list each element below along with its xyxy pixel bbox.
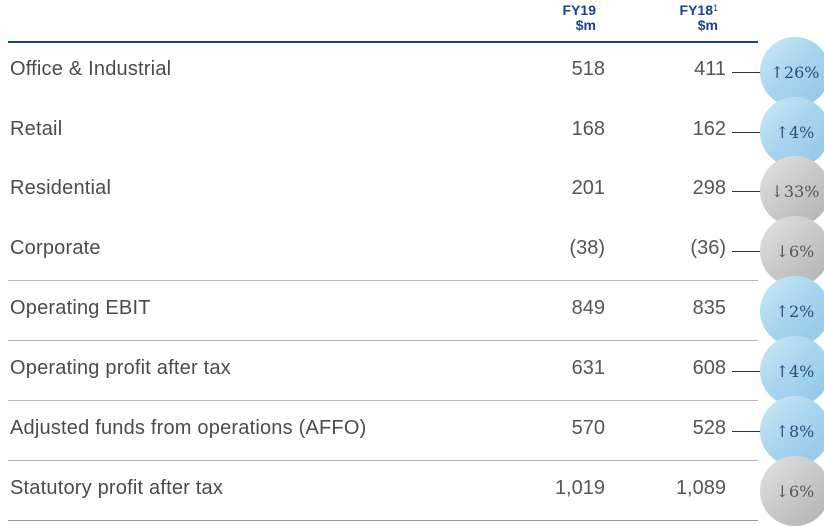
table-row: Office & Industrial 518 411 [8,42,768,102]
table-row: Adjusted funds from operations (AFFO) 570… [8,401,768,461]
connector-line [732,431,768,432]
fy19-value: 1,019 [554,477,605,499]
column-header-fy19: FY19 $m [540,3,596,33]
connector-line [732,132,768,133]
fy19-value: 570 [571,417,605,439]
fy18-value: 835 [692,297,726,319]
connector-line [732,191,768,192]
change-badge: ↑2% [760,276,824,346]
table-row: Operating profit after tax 631 608 [8,341,768,401]
fy19-value: 631 [571,357,605,379]
table-row: Retail 168 162 [8,102,768,162]
row-label: Corporate [10,237,101,259]
fy18-value: (36) [690,237,726,259]
footnote-marker: 1 [712,3,718,13]
column-header-fy18: FY181 $m [656,3,718,33]
fy18-value: 608 [692,357,726,379]
row-divider [8,280,758,281]
table-bottom-rule [8,520,758,521]
connector-line [732,251,768,252]
header-rule [8,41,758,43]
column-header-fy19-unit: $m [575,17,596,33]
change-badge: ↑26% [760,37,824,107]
column-header-fy18-year: FY18 [679,2,713,18]
row-divider [8,460,758,461]
fy18-value: 298 [692,177,726,199]
change-badge: ↓6% [760,456,824,526]
column-header-fy18-unit: $m [697,17,718,33]
table-row: Residential 201 298 [8,161,768,221]
row-label: Retail [10,118,63,140]
row-label: Statutory profit after tax [10,477,224,499]
fy18-value: 1,089 [675,477,726,499]
connector-line [732,72,768,73]
change-badge: ↓33% [760,156,824,226]
fy18-value: 528 [692,417,726,439]
change-badge: ↓6% [760,216,824,286]
column-header-fy19-year: FY19 [562,2,596,18]
row-label: Adjusted funds from operations (AFFO) [10,417,367,439]
connector-line [732,371,768,372]
row-divider [8,400,758,401]
fy19-value: 849 [571,297,605,319]
fy18-value: 162 [692,118,726,140]
fy19-value: 168 [571,118,605,140]
change-badge: ↑8% [760,396,824,466]
table-row: Corporate (38) (36) [8,221,768,281]
fy18-value: 411 [694,58,726,80]
row-label: Residential [10,177,112,199]
row-label: Office & Industrial [10,58,172,80]
change-badge: ↑4% [760,336,824,406]
fy19-value: 201 [571,177,605,199]
row-divider [8,340,758,341]
table-row: Operating EBIT 849 835 [8,281,758,341]
row-label: Operating EBIT [10,297,151,319]
row-label: Operating profit after tax [10,357,231,379]
fy19-value: (38) [569,237,605,259]
change-badge: ↑4% [760,97,824,167]
fy19-value: 518 [571,58,605,80]
table-row: Statutory profit after tax 1,019 1,089 [8,461,758,521]
